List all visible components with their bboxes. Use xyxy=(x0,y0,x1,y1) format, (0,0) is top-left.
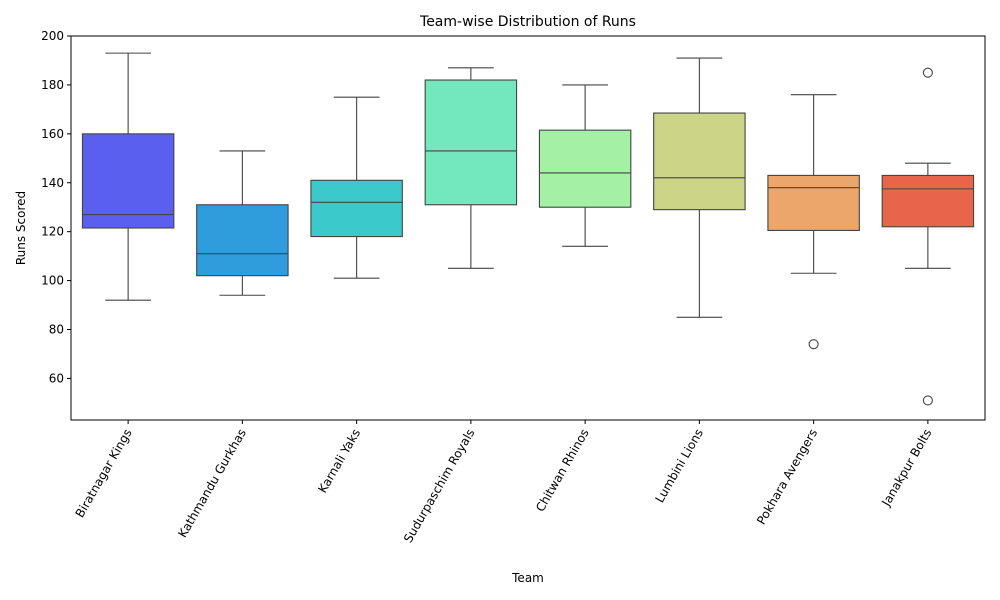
y-axis-label: Runs Scored xyxy=(14,191,28,265)
plot-area xyxy=(81,52,975,406)
box-7 xyxy=(767,94,860,350)
box-6 xyxy=(653,57,746,318)
x-tick-label: Lumbini Lions xyxy=(652,427,705,506)
y-tick-label: 100 xyxy=(41,274,64,288)
box-5 xyxy=(538,84,632,247)
x-axis: Biratnagar Kings Kathmandu Gurkhas Karnali… xyxy=(73,420,935,546)
x-tick-label: Sudurpaschim Royals xyxy=(401,427,478,546)
x-tick-label: Biratnagar Kings xyxy=(73,427,135,521)
y-axis: 60 80 100 120 140 160 180 200 xyxy=(41,29,71,385)
x-tick-label: Pokhara Avengers xyxy=(754,427,820,527)
y-tick-label: 120 xyxy=(41,225,64,239)
outlier-point xyxy=(808,339,819,350)
y-tick-label: 60 xyxy=(49,371,64,385)
iqr-box xyxy=(196,204,289,277)
iqr-box xyxy=(81,133,175,229)
x-tick-label: Janakpur Bolts xyxy=(879,427,935,510)
iqr-box xyxy=(310,179,403,238)
outlier-point xyxy=(922,395,933,406)
box-4 xyxy=(424,67,518,269)
y-tick-label: 180 xyxy=(41,78,64,92)
box-3 xyxy=(310,96,403,279)
x-tick-label: Chitwan Rhinos xyxy=(533,427,592,515)
box-2 xyxy=(196,150,289,296)
iqr-box xyxy=(767,174,860,231)
y-tick-label: 140 xyxy=(41,176,64,190)
x-axis-label: Team xyxy=(511,571,544,585)
x-tick-label: Kathmandu Gurkhas xyxy=(175,427,249,541)
box-1 xyxy=(81,52,175,301)
box-8 xyxy=(881,67,975,406)
iqr-box xyxy=(653,112,746,211)
plot-frame xyxy=(70,35,986,421)
y-tick-label: 80 xyxy=(49,323,64,337)
iqr-box xyxy=(538,129,632,208)
chart-title: Team-wise Distribution of Runs xyxy=(419,14,636,30)
iqr-box xyxy=(881,174,975,228)
y-tick-label: 200 xyxy=(41,29,64,43)
outlier-point xyxy=(922,67,933,78)
y-tick-label: 160 xyxy=(41,127,64,141)
iqr-box xyxy=(424,79,518,206)
x-tick-label: Karnali Yaks xyxy=(315,427,363,496)
